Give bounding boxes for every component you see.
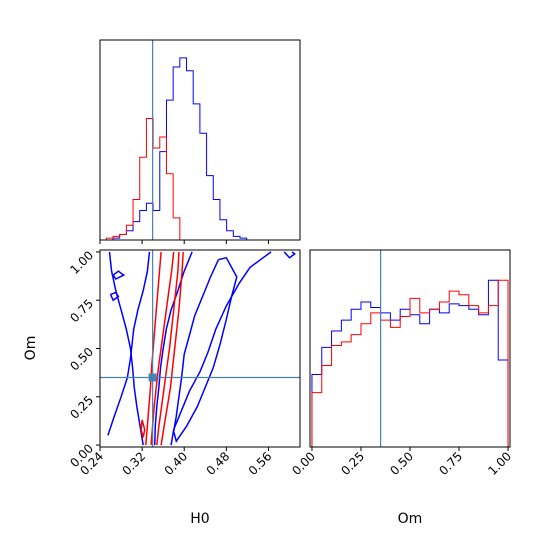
x-tick-label: 0.48 [204,449,233,478]
y-tick-label: 0.75 [67,296,96,325]
contour-line-10 [150,251,175,446]
h0-histogram-panel [99,39,301,244]
contour-line-2 [107,251,151,436]
contour-line-11 [156,251,180,446]
x-tick-label: 0.50 [387,449,416,478]
contour-line-4 [172,256,238,443]
x-tick-label: 1.00 [485,449,514,478]
truth-marker [148,373,157,382]
om-histogram-panel: 0.00 0.25 0.50 0.75 1.00 [289,249,514,478]
y-tick-label: 0.25 [67,393,96,422]
h0-hist-series-1 [106,57,248,241]
y-tick-label: 0.50 [67,345,96,374]
contour-line-1 [108,251,144,446]
y-axis-label-om: Om [23,336,39,361]
om-hist-series-2 [311,279,509,447]
contour-line-12 [160,251,184,446]
x-axis-label-h0: H0 [190,511,209,527]
h0-histogram-frame [99,39,301,241]
x-axis-label-om: Om [398,511,423,527]
contour-line-5 [170,251,272,446]
x-tick-label: 0.32 [119,449,148,478]
x-tick-label: 0.75 [436,449,465,478]
om-histogram-frame [309,249,511,448]
x-tick-label: 0.40 [162,449,191,478]
contour-line-7 [112,270,126,280]
h0-om-contour-panel: 0.24 0.32 0.40 0.48 0.56 0.000.250.500.751.0… [67,248,301,478]
y-tick-label: 1.00 [67,248,96,277]
contour-line-13 [140,419,146,438]
x-tick-label: 0.25 [338,449,367,478]
x-tick-label: 0.56 [246,449,275,478]
contour-line-6 [109,291,120,302]
h0-hist-series-2 [105,118,247,241]
contour-line-3 [153,251,193,446]
x-tick-label: 0.00 [289,449,318,478]
contour-line-8 [283,251,296,259]
